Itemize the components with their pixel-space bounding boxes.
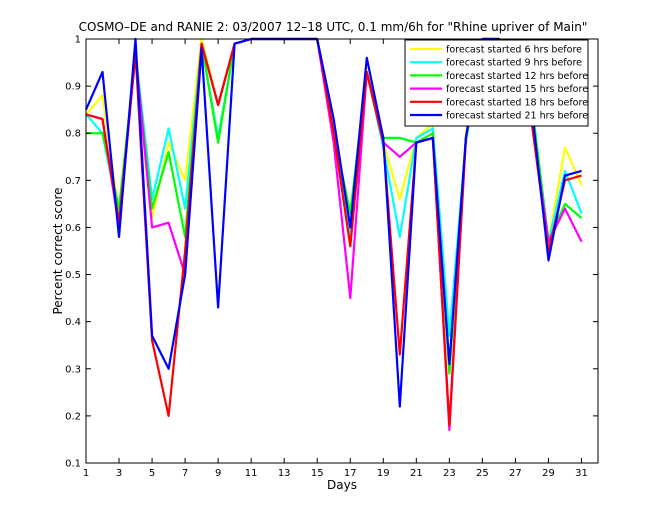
x-tick-label: 9 — [215, 468, 221, 479]
chart-title: COSMO–DE and RANIE 2: 03/2007 12–18 UTC,… — [79, 20, 588, 34]
axes-box — [85, 38, 599, 464]
x-tick-label: 5 — [149, 468, 155, 479]
x-axis-label: Days — [327, 478, 357, 492]
x-tick-label: 25 — [476, 468, 489, 479]
legend-entry-1: forecast started 6 hrs before — [446, 45, 582, 56]
x-tick-label: 15 — [311, 468, 324, 479]
y-tick-label: 0.8 — [65, 129, 81, 140]
y-tick-label: 0.6 — [65, 223, 81, 234]
x-tick-label: 7 — [182, 468, 188, 479]
y-tick-label: 1 — [75, 35, 81, 46]
x-tick-label: 1 — [83, 468, 89, 479]
y-tick-label: 0.9 — [65, 82, 81, 93]
legend-entry-5: forecast started 18 hrs before — [446, 97, 588, 108]
y-tick-label: 0.7 — [65, 176, 81, 187]
y-tick-label: 0.5 — [65, 270, 81, 281]
y-tick-label: 0.1 — [65, 459, 81, 470]
axis-tick-labels: 1 3 5 7 9 11 13 15 17 19 21 23 25 27 29 310.10.20.30.40… — [65, 35, 588, 480]
y-axis-label: Percent correct score — [51, 187, 65, 314]
legend-entry-3: forecast started 12 hrs before — [446, 71, 588, 82]
y-tick-label: 0.3 — [65, 364, 81, 375]
x-tick-label: 23 — [443, 468, 456, 479]
x-tick-label: 19 — [377, 468, 390, 479]
x-tick-label: 17 — [344, 468, 357, 479]
legend-entry-6: forecast started 21 hrs before — [446, 111, 588, 122]
x-tick-label: 3 — [116, 468, 122, 479]
x-tick-label: 11 — [245, 468, 258, 479]
x-tick-label: 29 — [542, 468, 555, 479]
x-tick-label: 21 — [410, 468, 423, 479]
x-tick-label: 27 — [509, 468, 522, 479]
legend: forecast started 6 hrs before forecast st… — [404, 39, 589, 127]
x-tick-label: 31 — [575, 468, 588, 479]
legend-entry-4: forecast started 15 hrs before — [446, 84, 588, 95]
x-tick-label: 13 — [278, 468, 291, 479]
y-tick-label: 0.2 — [65, 411, 81, 422]
legend-entry-2: forecast started 9 hrs before — [446, 58, 582, 69]
legend-box — [404, 39, 589, 127]
y-tick-label: 0.4 — [65, 317, 81, 328]
